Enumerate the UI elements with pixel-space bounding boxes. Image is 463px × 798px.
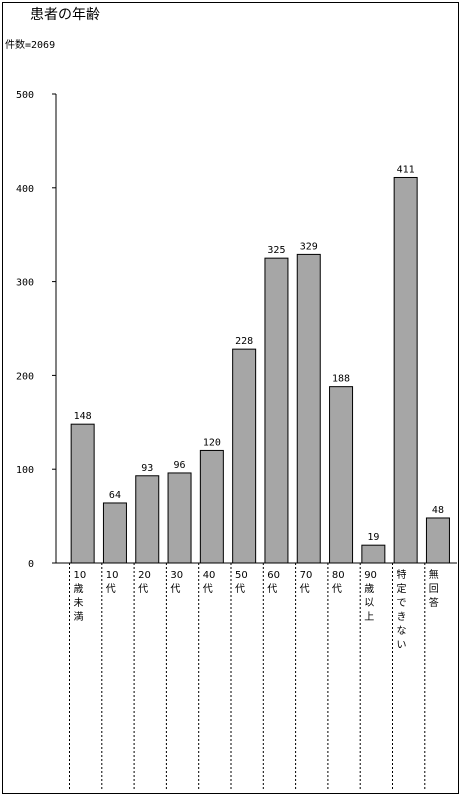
- category-label-part-11-1: 回: [429, 583, 439, 595]
- category-label-part-10-4: な: [397, 625, 407, 637]
- bar-value-label-1: 64: [109, 490, 121, 501]
- category-label-part-2-1: 代: [138, 583, 148, 595]
- category-label-part-5-1: 代: [235, 583, 245, 595]
- category-label-part-2-0: 20: [138, 570, 151, 581]
- category-label-part-9-2: 以: [364, 598, 374, 609]
- category-label-2: 20 代: [138, 570, 151, 595]
- y-tick-label-0: 0: [28, 559, 34, 570]
- category-label-part-1-0: 10: [106, 570, 119, 581]
- y-tick-label-300: 300: [16, 278, 34, 289]
- category-label-part-10-5: い: [397, 640, 407, 651]
- category-label-part-5-0: 50: [235, 570, 248, 581]
- bar-7: [296, 253, 321, 564]
- y-tick-label-200: 200: [16, 371, 34, 382]
- bar-value-label-8: 188: [332, 374, 350, 385]
- category-label-part-6-0: 60: [267, 570, 280, 581]
- category-label-1: 10 代: [106, 570, 119, 595]
- bar-3: [167, 472, 192, 564]
- category-label-9: 90 歳以上: [364, 570, 377, 623]
- chart-frame: [2, 2, 459, 794]
- bar-value-label-11: 48: [432, 505, 444, 516]
- category-label-part-9-0: 90: [364, 570, 377, 581]
- bar-10: [393, 176, 418, 564]
- category-label-part-11-2: 答: [429, 596, 439, 609]
- bar-value-label-2: 93: [141, 463, 153, 474]
- axis-layer: 0 100 200 300 400 500: [16, 90, 457, 790]
- category-label-part-6-1: 代: [267, 583, 277, 595]
- category-label-part-11-0: 無: [429, 568, 439, 581]
- bar-11: [425, 517, 450, 564]
- category-label-part-4-1: 代: [203, 583, 213, 595]
- category-label-part-3-0: 30: [170, 570, 183, 581]
- bar-value-label-4: 120: [203, 437, 221, 448]
- bar-4: [199, 449, 224, 564]
- bar-5: [232, 348, 257, 564]
- category-label-part-8-0: 80: [332, 570, 345, 581]
- category-label-part-0-2: 未: [74, 597, 84, 609]
- category-label-11: 無回答: [429, 568, 439, 609]
- category-label-part-9-3: 上: [364, 611, 374, 623]
- category-label-part-8-1: 代: [332, 583, 342, 595]
- category-label-4: 40 代: [203, 570, 216, 595]
- y-tick-label-500: 500: [16, 90, 34, 101]
- bar-value-label-5: 228: [235, 336, 253, 347]
- category-label-8: 80 代: [332, 570, 345, 595]
- category-label-0: 10 歳未満: [74, 570, 87, 623]
- bar-value-label-3: 96: [174, 460, 186, 471]
- bar-8: [329, 386, 354, 564]
- bar-6: [264, 257, 289, 564]
- category-label-7: 70 代: [300, 570, 313, 595]
- chart-title: 患者の年齢: [30, 7, 100, 23]
- category-label-part-4-0: 40: [203, 570, 216, 581]
- category-label-part-10-3: き: [397, 611, 407, 623]
- bar-value-label-9: 19: [367, 532, 379, 543]
- label-layer: 14810歳未満6410代9320代9630代12040代22850代32560…: [74, 164, 444, 651]
- bar-layer: [70, 176, 450, 564]
- category-label-part-9-1: 歳: [364, 583, 374, 595]
- category-label-part-0-0: 10: [74, 570, 87, 581]
- bar-0: [70, 423, 95, 564]
- bar-value-label-0: 148: [74, 411, 92, 422]
- category-label-part-7-1: 代: [300, 583, 310, 595]
- bar-value-label-7: 329: [300, 241, 318, 252]
- bar-9: [361, 544, 386, 564]
- bar-value-label-6: 325: [267, 245, 285, 256]
- y-tick-label-400: 400: [16, 184, 34, 195]
- category-label-part-10-2: で: [397, 598, 407, 609]
- category-label-part-10-0: 特: [397, 569, 407, 581]
- category-label-part-1-1: 代: [106, 583, 116, 595]
- total-count: 件数=2069: [5, 40, 56, 51]
- category-label-part-7-0: 70: [300, 570, 313, 581]
- category-label-3: 30 代: [170, 570, 183, 595]
- bar-1: [102, 502, 127, 564]
- category-label-part-0-3: 満: [74, 611, 84, 623]
- bar-2: [135, 475, 160, 564]
- bar-value-label-10: 411: [397, 164, 415, 175]
- category-label-part-3-1: 代: [170, 583, 180, 595]
- category-label-6: 60 代: [267, 570, 280, 595]
- category-label-part-0-1: 歳: [74, 583, 84, 595]
- y-tick-label-100: 100: [16, 465, 34, 476]
- category-label-5: 50 代: [235, 570, 248, 595]
- category-label-part-10-1: 定: [397, 582, 407, 595]
